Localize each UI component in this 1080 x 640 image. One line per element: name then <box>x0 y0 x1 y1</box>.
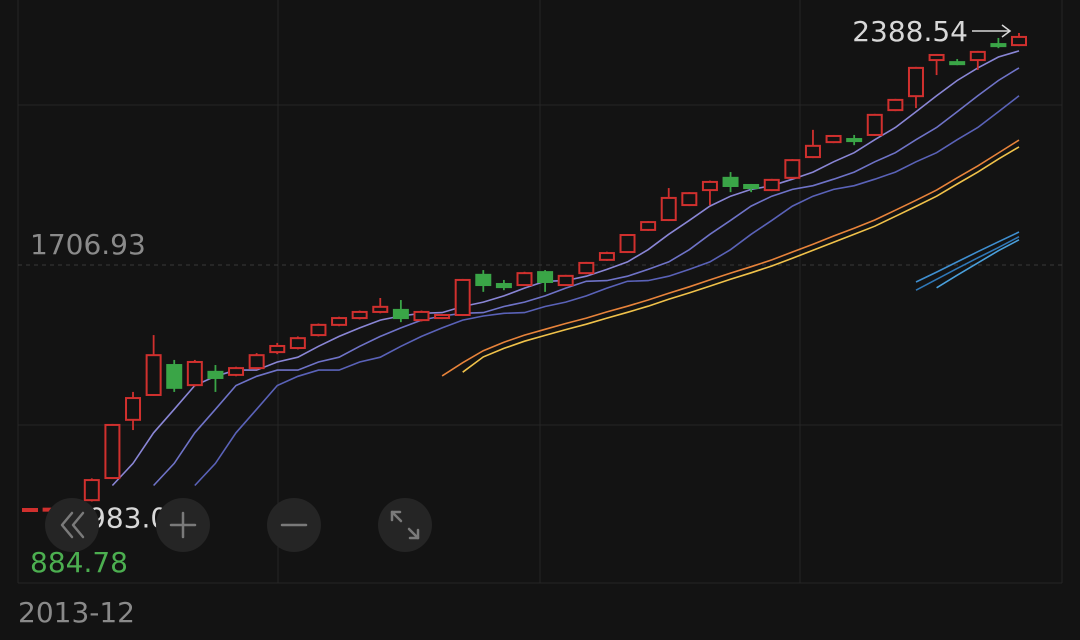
candle-body <box>949 61 966 66</box>
candle-body <box>310 323 327 337</box>
candle-body <box>475 273 492 287</box>
candle-body <box>413 310 430 322</box>
ma-line <box>462 146 1020 373</box>
candle-body <box>866 113 883 136</box>
ma-line <box>915 231 1020 283</box>
candle-body <box>928 53 945 62</box>
candle-body <box>701 180 718 192</box>
candle-body <box>186 360 203 387</box>
controls <box>45 498 432 552</box>
ma-line <box>936 239 1020 289</box>
candle-body <box>166 364 183 389</box>
fullscreen-button[interactable] <box>378 498 432 552</box>
candle-body <box>640 221 657 231</box>
candle-body <box>228 367 245 376</box>
scroll-left-button[interactable] <box>45 498 99 552</box>
candle-body <box>207 370 224 379</box>
x-tick-label: 2013-12 <box>18 596 135 629</box>
candle-body <box>269 344 286 354</box>
candle-body <box>598 252 615 261</box>
candle-body <box>681 192 698 207</box>
candle-body <box>537 271 554 283</box>
y-tick-label: 884.78 <box>30 546 128 579</box>
ma-line <box>915 235 1020 291</box>
candle-body <box>22 508 38 513</box>
candle-body <box>619 234 636 254</box>
ma-line <box>441 139 1020 377</box>
candle-body <box>351 310 368 320</box>
ma-line <box>194 95 1020 487</box>
candle-body <box>846 138 863 143</box>
candle-body <box>454 278 471 317</box>
candle-body <box>125 397 142 421</box>
candle-body <box>331 317 348 326</box>
candle-body <box>969 50 986 62</box>
high-marker-label: 2388.54 <box>852 15 968 48</box>
high-marker-arrowhead <box>1001 24 1012 38</box>
candle-body <box>763 178 780 192</box>
ma-line <box>111 50 1020 487</box>
zoom-out-button[interactable] <box>267 498 321 552</box>
zoom-in-button[interactable] <box>156 498 210 552</box>
candle-body <box>578 261 595 275</box>
candle-body <box>145 354 162 396</box>
candle-body <box>1011 35 1027 47</box>
candle-body <box>743 183 760 190</box>
candle-body <box>372 305 389 313</box>
candle-body <box>392 308 409 320</box>
candle-body <box>660 196 677 222</box>
candle-body <box>248 354 265 370</box>
candle-body <box>516 272 533 287</box>
candle-body <box>83 479 100 502</box>
candle-body <box>557 274 574 287</box>
candle-body <box>804 144 821 159</box>
candle-body <box>495 283 512 289</box>
candle-body <box>289 337 306 350</box>
candle-body <box>784 159 801 179</box>
y-tick-label: 1706.93 <box>30 228 146 261</box>
ma-line <box>153 67 1020 487</box>
candle-body <box>104 423 121 480</box>
frame <box>17 0 1063 584</box>
candle-body <box>722 176 739 188</box>
candle-body <box>907 66 924 98</box>
candle-body <box>887 98 904 112</box>
candle-body <box>434 314 451 320</box>
candle-body <box>825 134 842 144</box>
candle-body <box>990 43 1007 48</box>
